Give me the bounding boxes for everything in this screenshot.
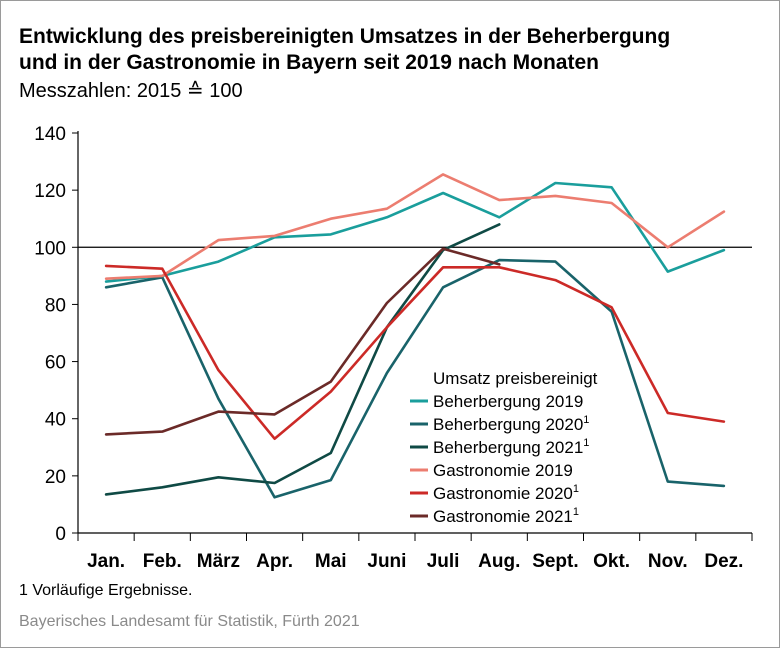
- x-axis-ticks: Jan. Feb. März Apr. Mai Juni Juli Aug. Sept. Okt.…: [77, 533, 753, 572]
- legend-title: Umsatz preisbereinigt: [433, 369, 598, 388]
- x-tick-label: Apr.: [256, 551, 293, 572]
- x-tick-label: Juli: [427, 551, 460, 572]
- series-line: [104, 181, 726, 283]
- x-tick-label: Aug.: [478, 551, 520, 572]
- x-tick-label: Feb.: [143, 551, 182, 572]
- chart-subtitle: Messzahlen: 2015 ≙ 100: [19, 80, 243, 102]
- legend-label: Gastronomie 20211: [433, 506, 579, 526]
- axes: [77, 131, 752, 534]
- y-tick-label: 100: [34, 238, 66, 259]
- series-line: [104, 258, 726, 499]
- x-tick-label: Mai: [315, 551, 347, 572]
- x-tick-label: Okt.: [593, 551, 630, 572]
- y-tick-label: 20: [45, 467, 66, 488]
- legend-label: Beherbergung 20211: [433, 437, 589, 457]
- chart-title: Entwicklung des preisbereinigten Umsatze…: [19, 24, 670, 76]
- series-line: [104, 223, 501, 496]
- x-tick-label: Sept.: [532, 551, 578, 572]
- legend-label: Gastronomie 2019: [433, 461, 573, 480]
- legend-label: Gastronomie 20201: [433, 483, 579, 503]
- series-lines: [104, 173, 726, 499]
- chart-title-line-1: Entwicklung des preisbereinigten Umsatze…: [19, 25, 671, 48]
- series-line: [104, 247, 501, 436]
- legend-label: Beherbergung 2019: [433, 392, 583, 411]
- x-tick-label: Nov.: [648, 551, 688, 572]
- y-tick-label: 120: [34, 181, 66, 202]
- x-tick-label: Jan.: [87, 551, 125, 572]
- line-chart: 0 20 40 60 80 100 120 140 Jan. Feb. März Apr. Mai Ju…: [34, 124, 753, 572]
- x-tick-label: März: [197, 551, 240, 572]
- source-note: Bayerisches Landesamt für Statistik, Für…: [19, 613, 360, 630]
- y-tick-label: 40: [45, 410, 66, 431]
- y-tick-label: 0: [55, 524, 66, 545]
- chart-title-line-2: und in der Gastronomie in Bayern seit 20…: [19, 51, 599, 74]
- legend: Umsatz preisbereinigt Beherbergung 2019 Be…: [410, 369, 598, 526]
- legend-label: Beherbergung 20201: [433, 414, 589, 434]
- series-line: [104, 173, 726, 281]
- y-tick-label: 80: [45, 295, 66, 316]
- footnote: 1 Vorläufige Ergebnisse.: [19, 582, 193, 599]
- y-axis-ticks: 0 20 40 60 80 100 120 140: [34, 124, 78, 545]
- x-tick-label: Juni: [367, 551, 406, 572]
- x-tick-label: Dez.: [704, 551, 743, 572]
- series-line: [104, 264, 726, 441]
- y-tick-label: 60: [45, 353, 66, 374]
- y-tick-label: 140: [34, 124, 66, 145]
